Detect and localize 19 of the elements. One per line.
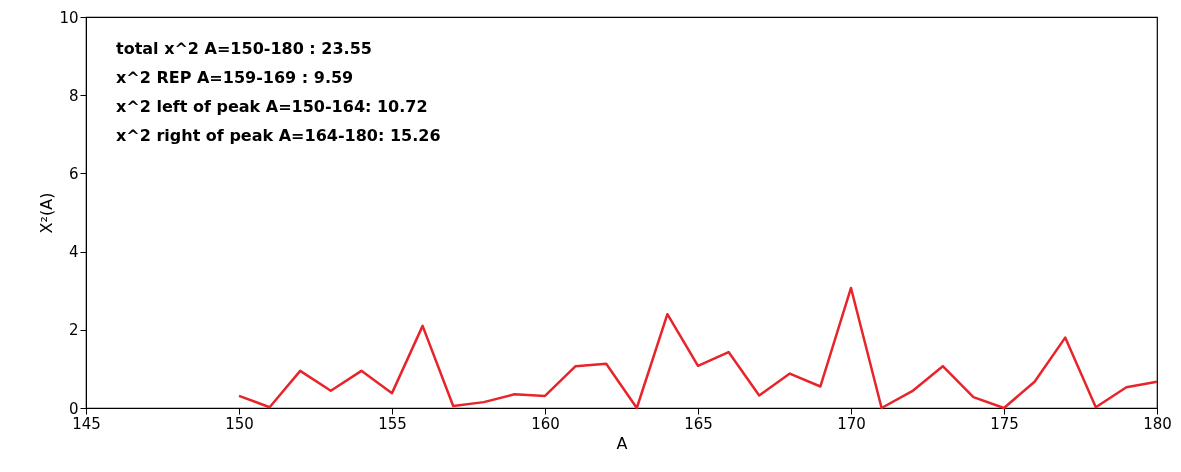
line-series xyxy=(237,286,1159,410)
x-tick-label: 180 xyxy=(1143,414,1172,433)
x-tick-label: 160 xyxy=(531,414,560,433)
x-tick-label: 170 xyxy=(837,414,866,433)
annotation: x^2 left of peak A=150-164: 10.72 xyxy=(116,97,428,116)
y-tick-label: 8 xyxy=(68,86,79,105)
x-tick-label: 155 xyxy=(378,414,407,433)
y-tick-label: 10 xyxy=(59,8,79,27)
y-tick-label: 4 xyxy=(68,243,79,262)
annotation: total x^2 A=150-180 : 23.55 xyxy=(116,39,372,58)
y-axis-title: X²(A) xyxy=(37,192,57,234)
y-tick-label: 2 xyxy=(68,321,79,340)
x-tick-label: 175 xyxy=(990,414,1019,433)
annotation: x^2 right of peak A=164-180: 15.26 xyxy=(116,126,441,145)
x-tick-label: 165 xyxy=(684,414,713,433)
annotation: x^2 REP A=159-169 : 9.59 xyxy=(116,68,354,87)
y-tick-label: 6 xyxy=(68,164,79,183)
x-axis-title: A xyxy=(616,433,628,453)
x-tick-label: 150 xyxy=(225,414,254,433)
